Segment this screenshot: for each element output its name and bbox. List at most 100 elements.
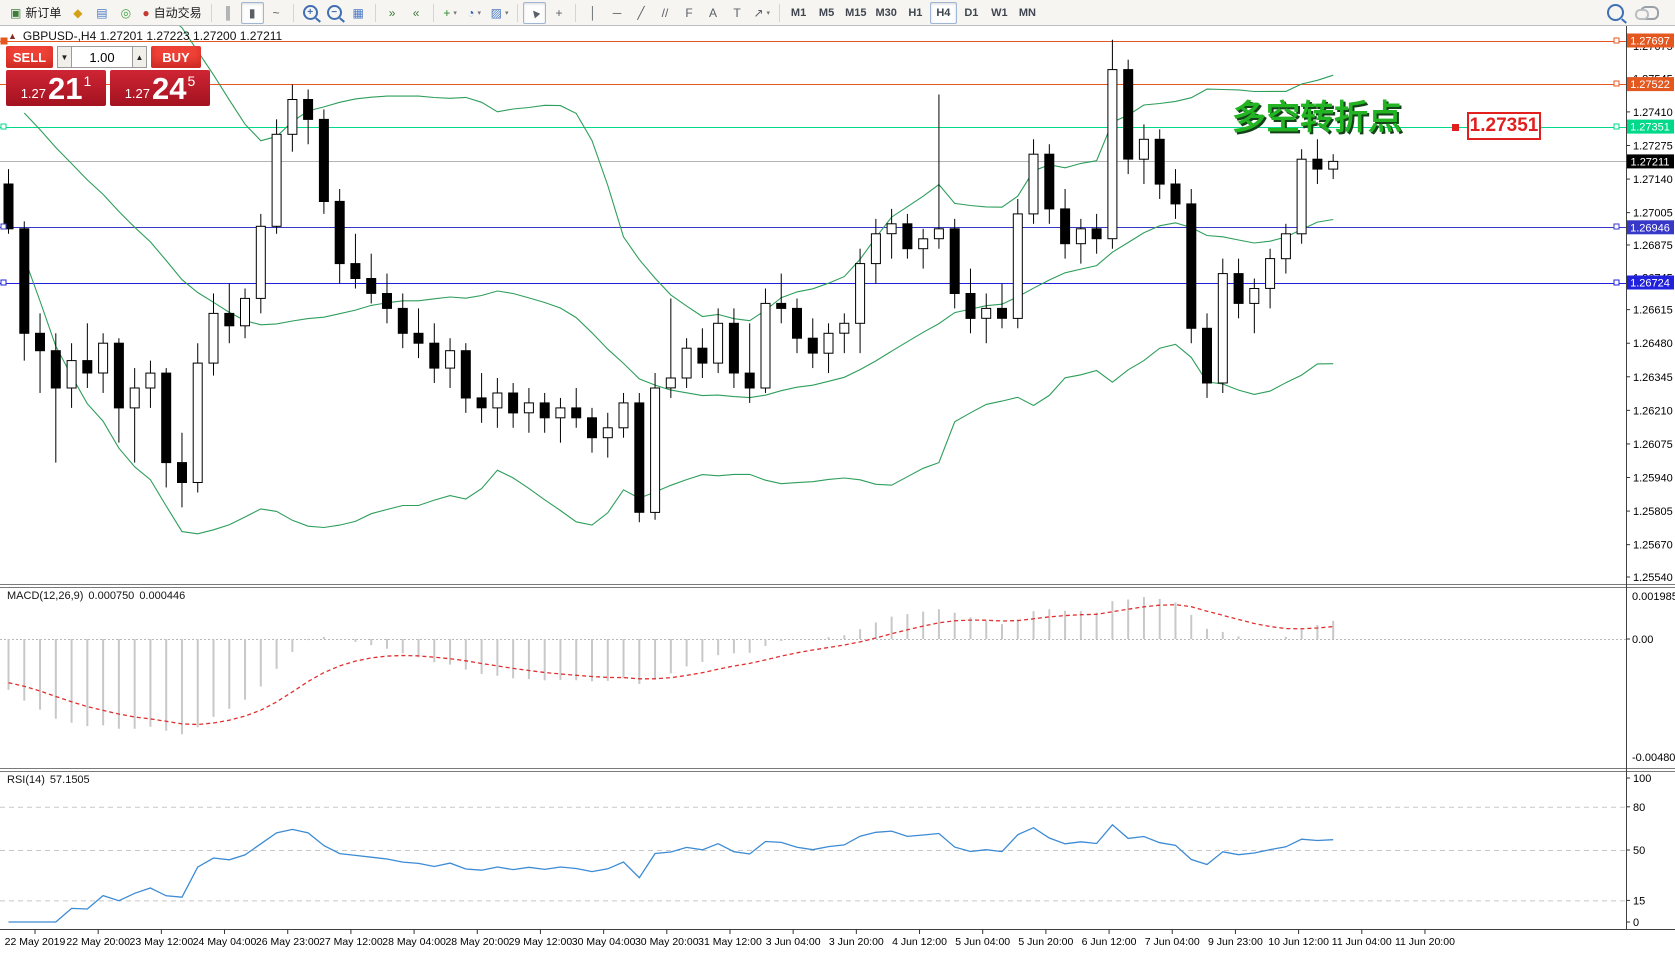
timeframe-m15-button[interactable]: M15 bbox=[845, 6, 867, 19]
timeframe-mn-button[interactable]: MN bbox=[1018, 6, 1036, 19]
svg-text:0: 0 bbox=[1633, 917, 1639, 929]
timeframe-m30-button[interactable]: M30 bbox=[875, 6, 897, 19]
line-chart-button[interactable]: ~ bbox=[265, 2, 288, 24]
chat-icon[interactable] bbox=[1635, 5, 1659, 20]
text-label-button[interactable]: T bbox=[725, 2, 748, 24]
svg-text:1.27005: 1.27005 bbox=[1633, 208, 1673, 220]
toolbar-separator bbox=[779, 3, 781, 22]
buy-button[interactable]: BUY bbox=[151, 46, 201, 68]
new-order-button[interactable]: ▣ 新订单 bbox=[6, 2, 65, 24]
indicators-button[interactable]: + ▾ bbox=[439, 2, 462, 24]
chart-text-annotation[interactable]: 多空转折点 bbox=[1232, 100, 1402, 137]
chart-title: ▲ GBPUSD-,H4 1.27201 1.27223 1.27200 1.2… bbox=[8, 29, 282, 43]
svg-text:1.27211: 1.27211 bbox=[1631, 156, 1670, 168]
pane-separators[interactable] bbox=[0, 584, 1675, 930]
svg-text:6 Jun 12:00: 6 Jun 12:00 bbox=[1082, 936, 1137, 948]
cursor-button[interactable]: ▲ bbox=[523, 1, 547, 24]
channel-icon: // bbox=[661, 5, 669, 20]
tile-windows-button[interactable]: ▦ bbox=[347, 2, 370, 24]
zoom-in-icon: + bbox=[302, 5, 318, 20]
chart-shift-icon: « bbox=[412, 5, 420, 20]
volume-input[interactable] bbox=[72, 46, 132, 68]
text-button[interactable]: A bbox=[701, 2, 724, 24]
svg-text:29 May 12:00: 29 May 12:00 bbox=[509, 936, 573, 948]
toolbar-separator bbox=[374, 3, 376, 22]
timeframe-m5-button[interactable]: M5 bbox=[818, 6, 835, 19]
channel-button[interactable]: // bbox=[653, 2, 676, 24]
svg-text:1.26875: 1.26875 bbox=[1633, 240, 1673, 252]
candlestick-chart-button[interactable]: ▮ bbox=[240, 1, 264, 24]
timeframe-h1-button[interactable]: H1 bbox=[908, 6, 923, 19]
volume-decrease-button[interactable]: ▼ bbox=[57, 46, 72, 68]
auto-scroll-button[interactable]: » bbox=[381, 2, 404, 24]
timeframe-m1-button[interactable]: M1 bbox=[790, 6, 807, 19]
volume-stepper: ▼ ▲ bbox=[57, 46, 147, 68]
timeframe-d1-button[interactable]: D1 bbox=[964, 6, 979, 19]
svg-text:15: 15 bbox=[1633, 895, 1645, 907]
data-window-button[interactable]: ▤ bbox=[90, 2, 113, 24]
svg-text:1.27410: 1.27410 bbox=[1633, 107, 1673, 119]
timeframe-h4-button[interactable]: H4 bbox=[929, 1, 957, 24]
navigator-icon: ◎ bbox=[120, 5, 132, 20]
macd-pane[interactable]: 0.001985 0.00 -0.004803 bbox=[0, 591, 1675, 764]
candlestick-chart-icon: ▮ bbox=[248, 5, 256, 20]
horizontal-line-button[interactable]: ─ bbox=[605, 2, 628, 24]
svg-text:1.26615: 1.26615 bbox=[1633, 305, 1673, 317]
text-icon: A bbox=[708, 5, 717, 20]
fibonacci-button[interactable]: F bbox=[677, 2, 700, 24]
arrows-button[interactable]: ↗ ▾ bbox=[749, 2, 774, 24]
timeframe-w1-button[interactable]: W1 bbox=[991, 6, 1008, 19]
svg-text:1.26946: 1.26946 bbox=[1630, 222, 1670, 234]
chart-title-text: GBPUSD-,H4 1.27201 1.27223 1.27200 1.272… bbox=[22, 29, 283, 43]
zoom-in-button[interactable]: + bbox=[299, 2, 322, 24]
line-handles[interactable] bbox=[0, 37, 1620, 286]
horizontal-line-objects[interactable] bbox=[0, 41, 1626, 284]
new-order-icon: ▣ bbox=[10, 5, 22, 20]
trendline-button[interactable]: ╱ bbox=[629, 2, 652, 24]
indicators-icon: + bbox=[443, 5, 451, 20]
templates-button[interactable]: ▨ ▾ bbox=[487, 2, 513, 24]
zoom-out-icon: − bbox=[326, 5, 342, 20]
svg-text:1.27351: 1.27351 bbox=[1630, 122, 1670, 134]
one-click-trading-panel: SELL ▼ ▲ BUY 1.27 21 1 1.27 24 5 bbox=[6, 46, 216, 106]
crosshair-button[interactable]: + bbox=[547, 2, 570, 24]
sell-price-tile[interactable]: 1.27 21 1 bbox=[6, 70, 106, 106]
vertical-line-button[interactable]: │ bbox=[581, 2, 604, 24]
volume-increase-button[interactable]: ▲ bbox=[132, 46, 147, 68]
svg-text:1.26345: 1.26345 bbox=[1633, 372, 1673, 384]
trendline-icon: ╱ bbox=[637, 5, 645, 20]
autotrading-icon: ● bbox=[142, 5, 150, 20]
rsi-line bbox=[8, 823, 1334, 923]
macd-signal-value: 0.000446 bbox=[139, 590, 186, 602]
time-axis[interactable]: 22 May 2019 22 May 20:00 23 May 12:00 24 Ma… bbox=[5, 929, 1455, 948]
rsi-pane[interactable]: 100 80 50 15 0 bbox=[0, 773, 1651, 929]
sell-button[interactable]: SELL bbox=[6, 46, 53, 68]
search-icon[interactable] bbox=[1607, 4, 1624, 21]
toolbar-separator bbox=[517, 3, 519, 22]
navigator-button[interactable]: ◎ bbox=[114, 2, 137, 24]
svg-text:5 Jun 04:00: 5 Jun 04:00 bbox=[955, 936, 1010, 948]
price-callout-box[interactable]: 1.27351 bbox=[1467, 112, 1541, 140]
svg-text:4 Jun 12:00: 4 Jun 12:00 bbox=[892, 936, 947, 948]
svg-text:9 Jun 23:00: 9 Jun 23:00 bbox=[1208, 936, 1263, 948]
svg-text:-0.004803: -0.004803 bbox=[1632, 752, 1675, 764]
rsi-indicator-label: RSI(14) 57.1505 bbox=[7, 774, 95, 786]
buy-price-pip: 5 bbox=[187, 73, 196, 89]
bollinger-bands bbox=[23, 0, 1334, 535]
market-watch-button[interactable]: ◆ bbox=[66, 2, 89, 24]
fibonacci-icon: F bbox=[685, 5, 693, 20]
bar-chart-button[interactable]: ║ bbox=[217, 2, 240, 24]
buy-price-prefix: 1.27 bbox=[124, 85, 151, 101]
periods-button[interactable]: ◔ ▾ bbox=[463, 2, 486, 24]
buy-price-tile[interactable]: 1.27 24 5 bbox=[110, 70, 210, 106]
svg-text:28 May 20:00: 28 May 20:00 bbox=[445, 936, 509, 948]
chart-shift-button[interactable]: « bbox=[405, 2, 428, 24]
svg-text:1.27275: 1.27275 bbox=[1633, 140, 1673, 152]
chevron-down-icon: ▾ bbox=[453, 9, 457, 17]
autotrading-button[interactable]: ● 自动交易 bbox=[138, 2, 205, 24]
zoom-out-button[interactable]: − bbox=[323, 2, 346, 24]
svg-text:30 May 04:00: 30 May 04:00 bbox=[572, 936, 636, 948]
macd-indicator-label: MACD(12,26,9) 0.000750 0.000446 bbox=[7, 590, 190, 602]
